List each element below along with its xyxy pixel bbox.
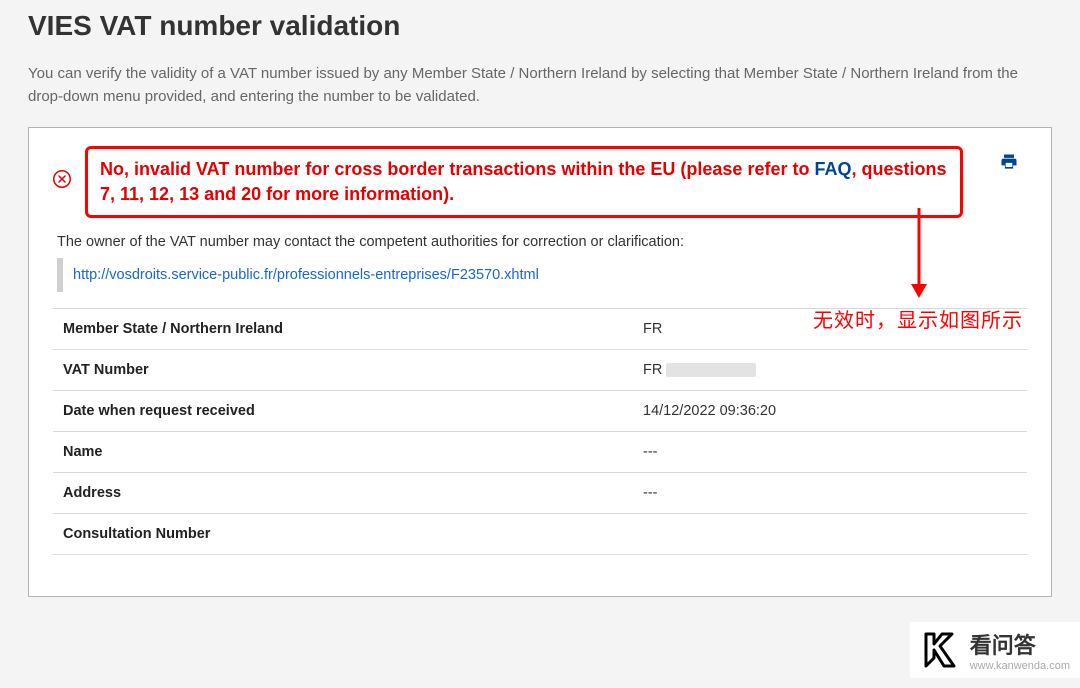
row-label: Name [53, 431, 633, 472]
watermark-site: www.kanwenda.com [970, 660, 1070, 672]
error-message: No, invalid VAT number for cross border … [100, 159, 947, 204]
annotation-text: 无效时，显示如图所示 [813, 304, 1023, 333]
intro-text: You can verify the validity of a VAT num… [28, 62, 1050, 109]
page-title: VIES VAT number validation [28, 10, 1080, 42]
row-label: Consultation Number [53, 513, 633, 554]
print-icon[interactable] [999, 152, 1019, 177]
result-table: Member State / Northern IrelandFR VAT Nu… [53, 308, 1027, 555]
error-box: No, invalid VAT number for cross border … [85, 146, 963, 218]
row-label: VAT Number [53, 349, 633, 390]
row-label: Address [53, 472, 633, 513]
table-row: VAT NumberFR [53, 349, 1027, 390]
redacted-block [666, 363, 756, 377]
table-row: Name--- [53, 431, 1027, 472]
watermark-brand: 看问答 [970, 628, 1070, 660]
table-row: Date when request received14/12/2022 09:… [53, 390, 1027, 431]
row-value: --- [633, 431, 1027, 472]
error-pre: No, invalid VAT number for cross border … [100, 159, 814, 179]
row-value [633, 513, 1027, 554]
watermark: 看问答 www.kanwenda.com [910, 622, 1080, 678]
faq-link[interactable]: FAQ [814, 159, 851, 179]
authority-link-box: http://vosdroits.service-public.fr/profe… [57, 258, 1027, 292]
owner-contact-text: The owner of the VAT number may contact … [57, 234, 1027, 250]
watermark-logo-icon [920, 630, 960, 670]
row-label: Date when request received [53, 390, 633, 431]
table-row: Consultation Number [53, 513, 1027, 554]
annotation-arrow-icon [907, 208, 931, 298]
error-icon [53, 170, 71, 193]
row-label: Member State / Northern Ireland [53, 308, 633, 349]
table-row: Address--- [53, 472, 1027, 513]
authority-link[interactable]: http://vosdroits.service-public.fr/profe… [73, 267, 539, 283]
result-panel: No, invalid VAT number for cross border … [28, 127, 1052, 597]
row-value: 14/12/2022 09:36:20 [633, 390, 1027, 431]
row-value: --- [633, 472, 1027, 513]
row-value: FR [633, 349, 1027, 390]
